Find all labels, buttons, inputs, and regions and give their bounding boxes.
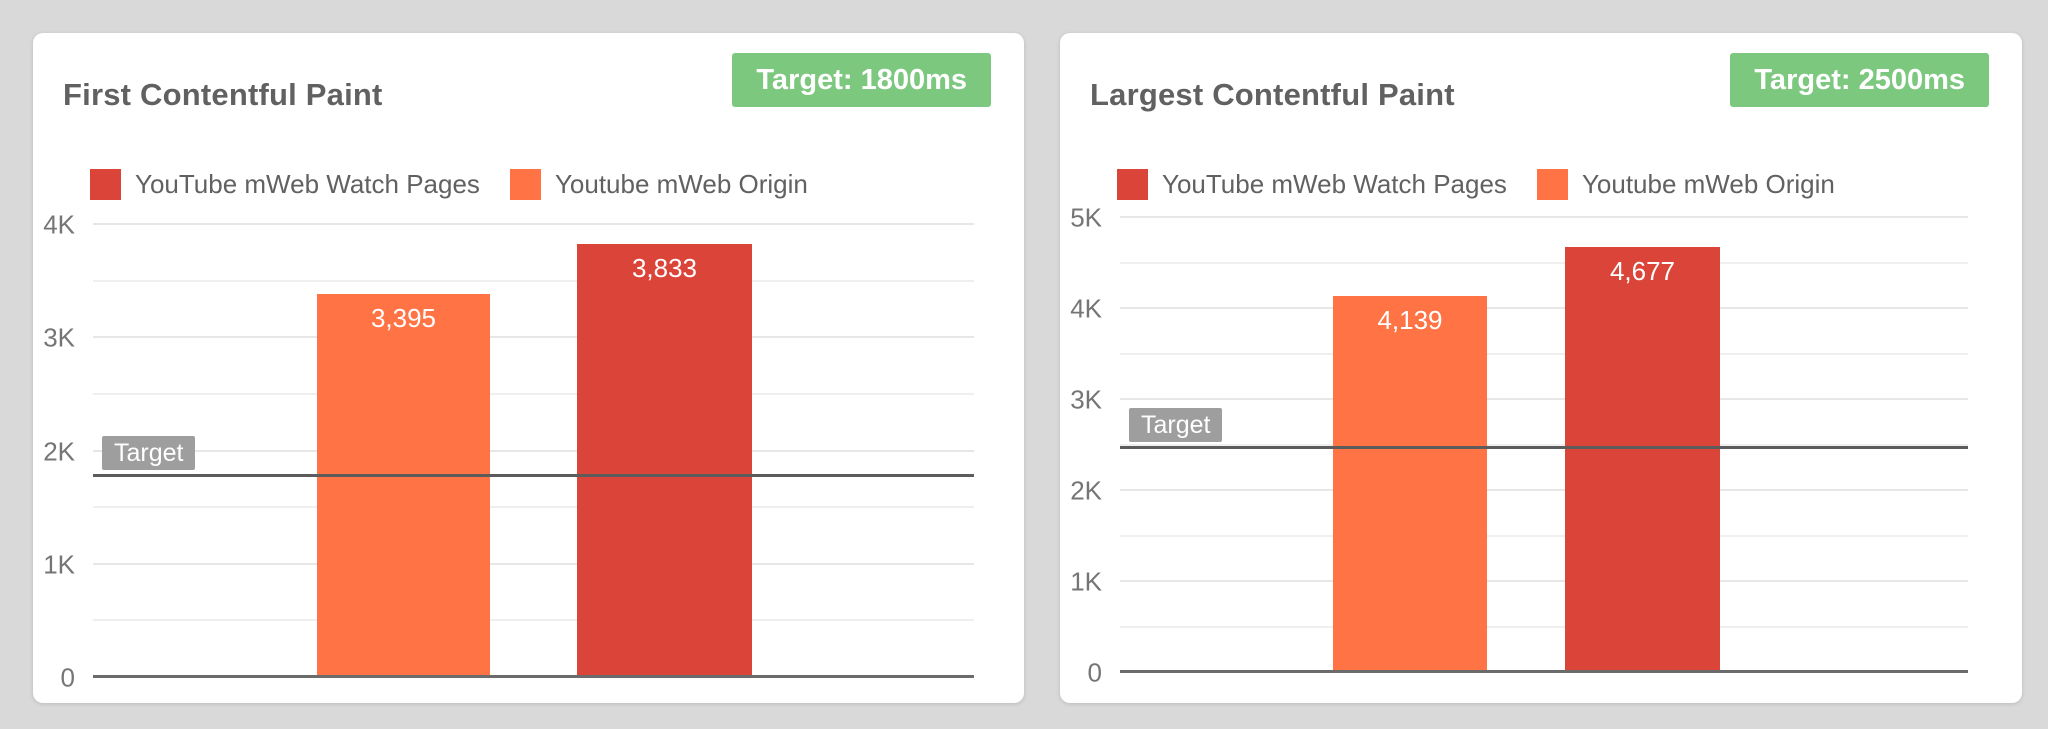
y-tick-label: 1K xyxy=(1070,566,1102,597)
legend-label: YouTube mWeb Watch Pages xyxy=(1162,169,1507,199)
legend-swatch-icon xyxy=(509,169,541,200)
legend: YouTube mWeb Watch Pages Youtube mWeb Ori… xyxy=(90,169,808,200)
gridline xyxy=(1120,534,1968,537)
lcp-chart-card: Largest Contentful Paint Target: 2500ms … xyxy=(1060,33,2022,703)
y-tick-label: 1K xyxy=(43,549,75,580)
gridline xyxy=(93,449,974,452)
legend-item[interactable]: Youtube mWeb Origin xyxy=(509,169,808,200)
target-line xyxy=(1120,445,1968,449)
gridline xyxy=(1120,352,1968,355)
plot-area: 4,139 4,677 Target xyxy=(1120,216,1968,673)
x-axis-baseline xyxy=(1120,670,1968,673)
legend-swatch-icon xyxy=(1117,169,1148,200)
legend-label: Youtube mWeb Origin xyxy=(1581,169,1835,199)
target-badge: Target: 1800ms xyxy=(732,53,991,107)
gridline xyxy=(93,392,974,395)
y-tick-label: 4K xyxy=(43,209,75,240)
gridline xyxy=(93,336,974,339)
gridline xyxy=(1120,261,1968,264)
gridline xyxy=(1120,489,1968,491)
legend-swatch-icon xyxy=(1536,169,1568,200)
target-chip: Target xyxy=(102,436,196,471)
fcp-chart-card: First Contentful Paint Target: 1800ms Yo… xyxy=(33,33,1024,703)
chart-title: First Contentful Paint xyxy=(63,77,383,112)
bar-youtube-mweb-watch-pages[interactable]: 3,833 xyxy=(577,243,752,678)
gridline xyxy=(1120,625,1968,628)
plot-area: 3,395 3,833 Target xyxy=(93,223,974,678)
gridline xyxy=(1120,580,1968,582)
bar-youtube-mweb-origin[interactable]: 4,139 xyxy=(1333,296,1487,673)
bar-youtube-mweb-origin[interactable]: 3,395 xyxy=(317,293,490,678)
y-tick-label: 4K xyxy=(1070,293,1102,324)
legend-item[interactable]: YouTube mWeb Watch Pages xyxy=(90,169,480,200)
gridline xyxy=(93,279,974,282)
bar-value-label: 4,677 xyxy=(1609,256,1676,287)
gridline xyxy=(1120,443,1968,446)
x-axis-baseline xyxy=(93,675,974,678)
target-line xyxy=(93,474,974,478)
legend-label: Youtube mWeb Origin xyxy=(554,169,808,199)
legend-swatch-icon xyxy=(90,169,121,200)
legend-item[interactable]: YouTube mWeb Watch Pages xyxy=(1117,169,1507,200)
gridline xyxy=(93,223,974,225)
target-chip: Target xyxy=(1129,407,1223,442)
bar-youtube-mweb-watch-pages[interactable]: 4,677 xyxy=(1565,247,1720,673)
gridline xyxy=(1120,307,1968,309)
y-tick-label: 2K xyxy=(43,436,75,466)
gridline xyxy=(1120,398,1968,400)
chart-title: Largest Contentful Paint xyxy=(1090,77,1455,112)
legend-label: YouTube mWeb Watch Pages xyxy=(135,169,480,199)
y-tick-label: 3K xyxy=(43,322,75,353)
y-tick-label: 2K xyxy=(1070,475,1102,506)
bar-value-label: 4,139 xyxy=(1377,305,1443,336)
legend-item[interactable]: Youtube mWeb Origin xyxy=(1536,169,1835,200)
gridline xyxy=(1120,216,1968,218)
y-tick-label: 3K xyxy=(1070,384,1102,415)
gridline xyxy=(93,619,974,622)
gridline xyxy=(93,562,974,565)
y-tick-label: 0 xyxy=(1087,657,1102,688)
bar-value-label: 3,833 xyxy=(631,252,698,283)
bar-value-label: 3,395 xyxy=(370,302,437,333)
y-tick-label: 5K xyxy=(1070,202,1102,233)
legend: YouTube mWeb Watch Pages Youtube mWeb Ori… xyxy=(1117,169,1835,200)
target-badge: Target: 2500ms xyxy=(1730,53,1989,107)
gridline xyxy=(93,506,974,509)
y-tick-label: 0 xyxy=(60,662,75,693)
